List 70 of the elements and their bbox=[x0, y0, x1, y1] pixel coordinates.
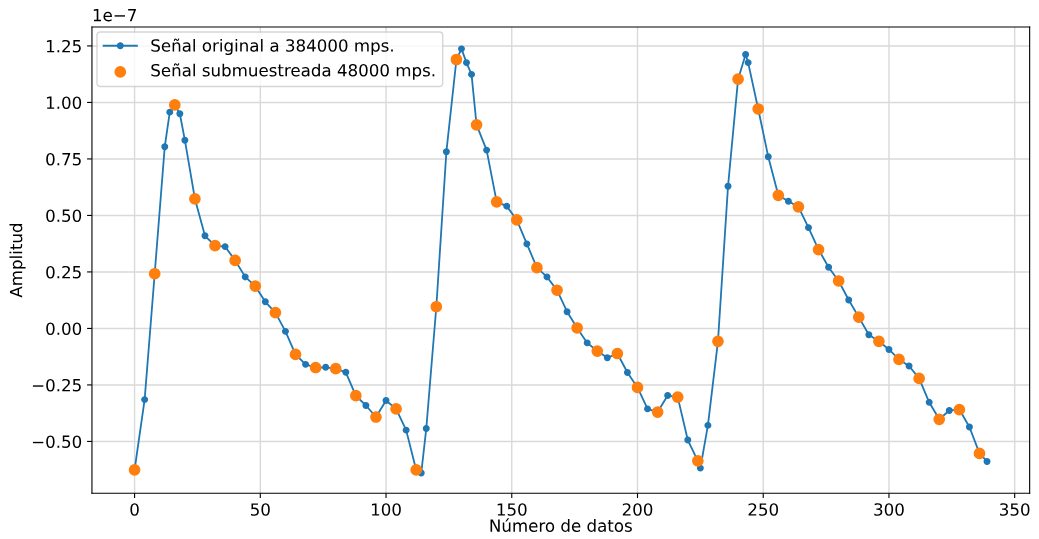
point bbox=[221, 243, 229, 251]
y-tick-label: 0.75 bbox=[46, 152, 81, 166]
point bbox=[644, 405, 652, 413]
point bbox=[885, 345, 893, 353]
point bbox=[865, 331, 873, 339]
point bbox=[322, 363, 330, 371]
point bbox=[945, 406, 953, 414]
point bbox=[362, 402, 370, 409]
point bbox=[664, 392, 672, 400]
point bbox=[684, 436, 692, 444]
point bbox=[442, 148, 450, 156]
y-tick-label: 0.25 bbox=[46, 265, 81, 279]
point bbox=[704, 421, 712, 429]
point bbox=[261, 298, 269, 306]
point bbox=[623, 369, 631, 376]
point bbox=[181, 136, 189, 144]
point bbox=[281, 327, 289, 335]
x-tick-label: 350 bbox=[1000, 503, 1030, 516]
point bbox=[161, 143, 169, 151]
point bbox=[724, 182, 732, 190]
point bbox=[825, 263, 833, 271]
point bbox=[965, 423, 973, 431]
point bbox=[458, 45, 465, 53]
point bbox=[742, 51, 750, 58]
x-tick-label: 300 bbox=[874, 503, 904, 516]
y-tick-label: −0.25 bbox=[32, 378, 81, 392]
legend-label: Señal original a 384000 mps. bbox=[151, 38, 393, 56]
y-tick-label: 1.00 bbox=[46, 96, 82, 109]
point bbox=[563, 308, 571, 316]
point bbox=[543, 273, 551, 281]
point bbox=[382, 397, 390, 404]
point bbox=[583, 339, 591, 347]
y-tick-label: −0.50 bbox=[32, 435, 82, 448]
point bbox=[845, 296, 853, 304]
point bbox=[422, 425, 430, 433]
point bbox=[402, 426, 410, 434]
point bbox=[241, 273, 249, 281]
point bbox=[503, 202, 511, 210]
x-axis-title: Número de datos bbox=[490, 518, 632, 532]
x-tick-label: 0 bbox=[130, 503, 139, 516]
legend-label: Señal submuestreada 48000 mps. bbox=[151, 63, 435, 80]
point bbox=[983, 458, 991, 466]
point bbox=[176, 110, 184, 118]
point bbox=[166, 108, 174, 116]
point bbox=[302, 360, 310, 368]
y-axis-title: Amplitud bbox=[9, 224, 26, 298]
point bbox=[764, 153, 772, 161]
y-tick-label: 1.25 bbox=[46, 39, 81, 53]
point bbox=[925, 398, 933, 406]
point bbox=[784, 197, 792, 205]
point bbox=[463, 59, 470, 67]
x-tick-label: 250 bbox=[748, 503, 779, 516]
x-tick-label: 150 bbox=[497, 503, 527, 516]
point bbox=[744, 59, 752, 67]
x-tick-label: 50 bbox=[250, 503, 270, 516]
point bbox=[523, 240, 531, 248]
point bbox=[141, 396, 149, 404]
point bbox=[201, 232, 209, 240]
y-tick-label: 0.00 bbox=[46, 322, 82, 335]
point bbox=[905, 362, 913, 370]
point bbox=[696, 464, 704, 472]
point bbox=[468, 70, 476, 78]
text: 1e−7 bbox=[93, 9, 136, 22]
point bbox=[603, 354, 611, 362]
x-tick-label: 100 bbox=[371, 503, 401, 516]
x-tick-label: 200 bbox=[622, 503, 653, 516]
point bbox=[483, 146, 491, 154]
point bbox=[342, 368, 350, 376]
y-tick-label: 0.50 bbox=[46, 209, 82, 222]
point bbox=[805, 224, 812, 232]
